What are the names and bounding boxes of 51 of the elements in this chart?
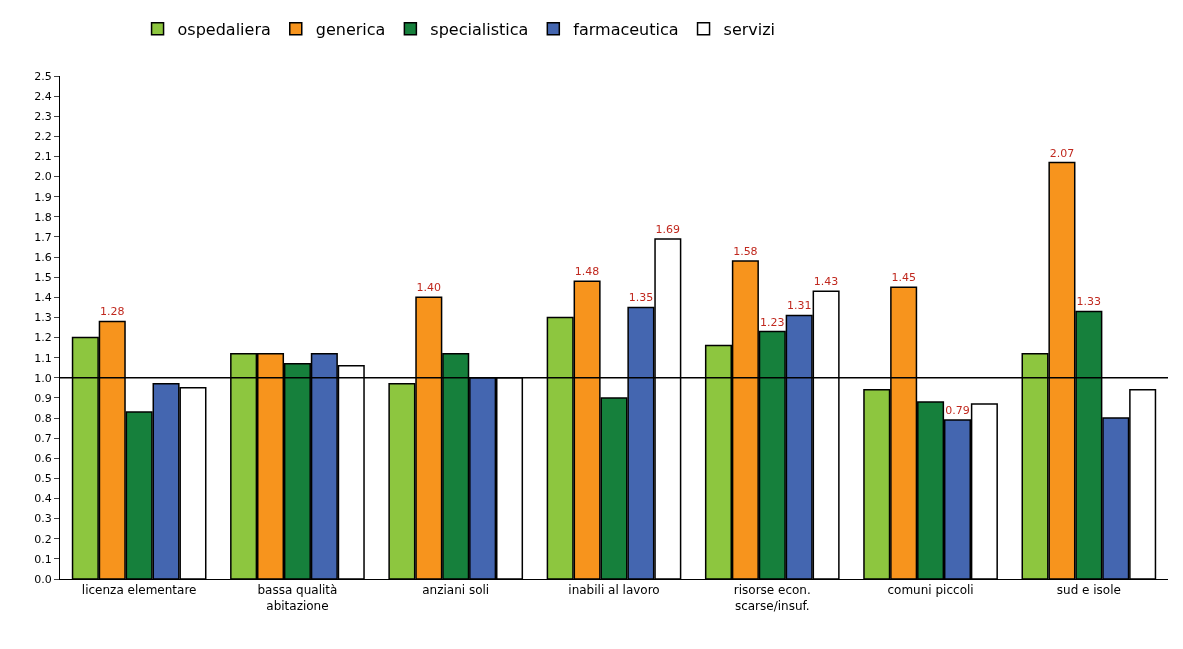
data-label: 1.58 xyxy=(733,245,758,259)
y-tick-label: 2.0 xyxy=(34,170,52,184)
y-tick-label: 0.8 xyxy=(34,411,52,425)
y-tick-label: 1.5 xyxy=(34,271,52,285)
data-label: 1.35 xyxy=(628,291,654,305)
y-tick-label: 0.1 xyxy=(34,552,52,566)
y-tick-label: 1.6 xyxy=(34,250,52,264)
data-label: 2.07 xyxy=(1049,146,1075,160)
x-tick-label: inabili al lavoro xyxy=(568,583,660,598)
data-label: 1.23 xyxy=(760,315,785,329)
y-tick-label: 0.2 xyxy=(34,532,52,546)
data-label: 1.45 xyxy=(891,271,916,285)
y-tick-label: 0.5 xyxy=(34,472,52,486)
data-label: 1.33 xyxy=(1076,295,1102,309)
y-tick-label: 2.4 xyxy=(34,89,52,103)
y-tick-label: 1.2 xyxy=(34,331,52,345)
legend-label: farmaceutica xyxy=(573,19,679,39)
y-tick-label: 0.0 xyxy=(34,572,52,586)
y-tick-label: 2.5 xyxy=(34,69,52,83)
y-tick-label: 0.3 xyxy=(34,512,52,526)
data-label: 1.28 xyxy=(99,305,125,319)
y-tick-label: 2.3 xyxy=(34,110,52,124)
data-label: 1.69 xyxy=(655,222,681,236)
legend-label: ospedaliera xyxy=(177,19,271,39)
x-tick-label: licenza elementare xyxy=(81,583,197,598)
y-tick-label: 2.1 xyxy=(34,150,52,164)
y-tick-label: 0.6 xyxy=(34,452,52,466)
x-tick-label: comuni piccoli xyxy=(887,583,974,598)
y-tick-label: 0.9 xyxy=(34,391,52,405)
y-tick-label: 1.4 xyxy=(34,291,52,305)
y-tick-label: 1.0 xyxy=(34,371,52,385)
y-tick-label: 0.4 xyxy=(34,492,52,506)
y-tick-label: 1.1 xyxy=(34,351,52,365)
x-tick-label: anziani soli xyxy=(422,583,490,598)
data-label: 1.43 xyxy=(813,275,839,289)
legend-label: servizi xyxy=(723,19,776,39)
data-label: 1.48 xyxy=(574,265,600,279)
x-tick-label: bassa qualità abitazione xyxy=(257,583,338,613)
y-tick-label: 1.7 xyxy=(34,230,52,244)
data-label: 0.79 xyxy=(945,404,970,418)
legend-label: generica xyxy=(315,19,386,39)
data-label: 1.40 xyxy=(416,281,442,295)
y-tick-label: 1.9 xyxy=(34,190,52,204)
legend-label: specialistica xyxy=(430,19,529,39)
y-tick-label: 0.7 xyxy=(34,432,52,446)
x-tick-label: risorse econ. scarse/insuf. xyxy=(733,583,811,613)
y-tick-label: 1.8 xyxy=(34,210,52,224)
data-label: 1.31 xyxy=(786,299,812,313)
x-tick-label: sud e isole xyxy=(1056,583,1121,598)
y-tick-label: 1.3 xyxy=(34,311,52,325)
y-tick-label: 2.2 xyxy=(34,130,52,144)
